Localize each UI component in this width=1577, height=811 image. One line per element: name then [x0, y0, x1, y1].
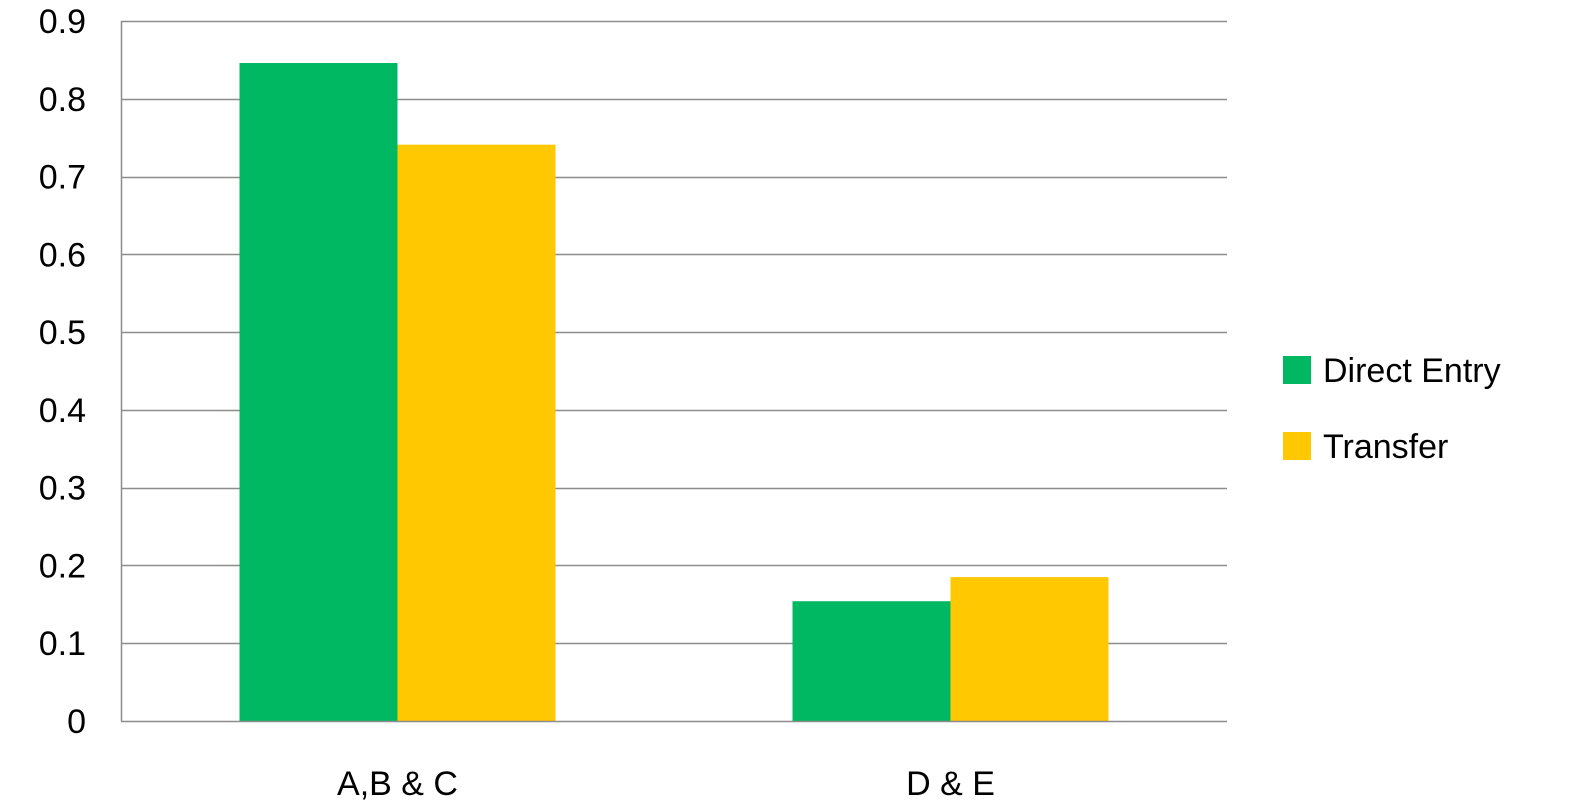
legend-label: Direct Entry — [1323, 352, 1501, 390]
legend: Direct Entry Transfer — [1283, 352, 1501, 466]
y-tick-label: 0.8 — [39, 81, 86, 119]
y-tick-label: 0.4 — [39, 392, 86, 430]
bar-direct-entry — [792, 601, 951, 721]
y-tick-label: 0.9 — [39, 3, 86, 41]
y-axis-tick-labels: 0 0.1 0.2 0.3 0.4 0.5 0.6 0.7 0.8 0.9 — [39, 3, 86, 741]
x-category-label: A,B & C — [337, 765, 458, 803]
legend-label: Transfer — [1323, 428, 1448, 466]
legend-swatch — [1283, 356, 1311, 384]
y-tick-label: 0.7 — [39, 159, 86, 197]
y-tick-label: 0 — [67, 703, 86, 741]
x-category-label: D & E — [906, 765, 995, 803]
y-tick-label: 0.2 — [39, 547, 86, 585]
bar-transfer — [397, 144, 556, 721]
x-axis-category-labels: A,B & C D & E — [337, 765, 995, 803]
bars — [239, 63, 1109, 721]
y-tick-label: 0.5 — [39, 314, 86, 352]
legend-swatch — [1283, 432, 1311, 460]
y-tick-label: 0.3 — [39, 470, 86, 508]
bar-transfer — [950, 577, 1109, 721]
y-tick-label: 0.1 — [39, 625, 86, 663]
y-tick-label: 0.6 — [39, 236, 86, 274]
bar-direct-entry — [239, 63, 398, 721]
